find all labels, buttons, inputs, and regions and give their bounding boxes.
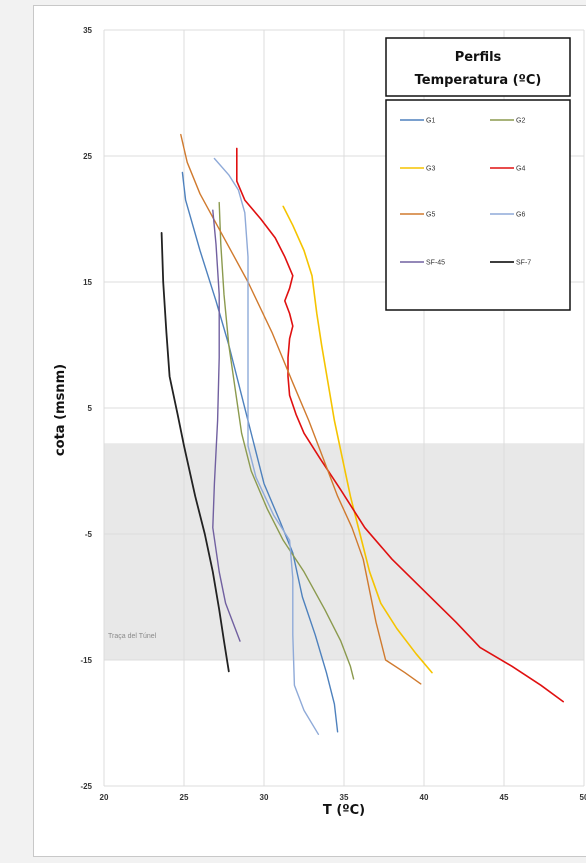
legend-entries-box (385, 99, 571, 311)
legend-title-line1: Perfils (455, 50, 502, 65)
x-tick-label: 40 (420, 793, 429, 802)
legend-label-g4: G4 (516, 166, 525, 173)
x-tick-label: 25 (180, 793, 189, 802)
series-line-g5 (180, 133, 422, 685)
x-tick-label: 20 (100, 793, 109, 802)
x-axis-title: T (ºC) (323, 803, 365, 818)
y-tick-label: 15 (83, 278, 92, 287)
x-tick-label: 45 (500, 793, 509, 802)
legend-label-g2: G2 (516, 118, 525, 125)
series-line-g1 (181, 171, 339, 733)
tunnel-band-label: Traça del Túnel (108, 633, 157, 640)
axes-group: 20 25 30 35 40 45 50 35 25 15 5 -5 -15 -25 (80, 26, 586, 802)
y-tick-label: -25 (80, 782, 92, 791)
legend-label-g1: G1 (426, 118, 435, 125)
x-tick-label: 35 (340, 793, 349, 802)
y-tick-label: -15 (80, 656, 92, 665)
y-axis-title: cota (msnm) (53, 364, 68, 456)
legend-title-box (385, 37, 571, 97)
series-line-sf-7 (160, 232, 230, 673)
series-line-sf-45 (212, 209, 241, 642)
series-group (160, 133, 564, 735)
y-tick-label: 25 (83, 152, 92, 161)
x-tick-label: 30 (260, 793, 269, 802)
series-line-g3 (282, 205, 433, 674)
y-tick-label: 5 (88, 404, 93, 413)
legend-label-g6: G6 (516, 212, 525, 219)
series-line-g4 (236, 147, 564, 703)
legend-label-sf-7: SF-7 (516, 260, 531, 267)
x-tick-label: 50 (580, 793, 586, 802)
series-line-g2 (218, 201, 355, 680)
y-tick-label: -5 (85, 530, 93, 539)
y-tick-label: 35 (83, 26, 92, 35)
legend-label-sf-45: SF-45 (426, 260, 445, 267)
legend-label-g5: G5 (426, 212, 435, 219)
series-line-g6 (213, 157, 320, 735)
legend-title-line2: Temperatura (ºC) (415, 73, 542, 88)
legend-label-g3: G3 (426, 166, 435, 173)
legend-group: Perfils Temperatura (ºC) G1 G2 G3 G4 G5 G6 SF-45… (385, 37, 571, 311)
